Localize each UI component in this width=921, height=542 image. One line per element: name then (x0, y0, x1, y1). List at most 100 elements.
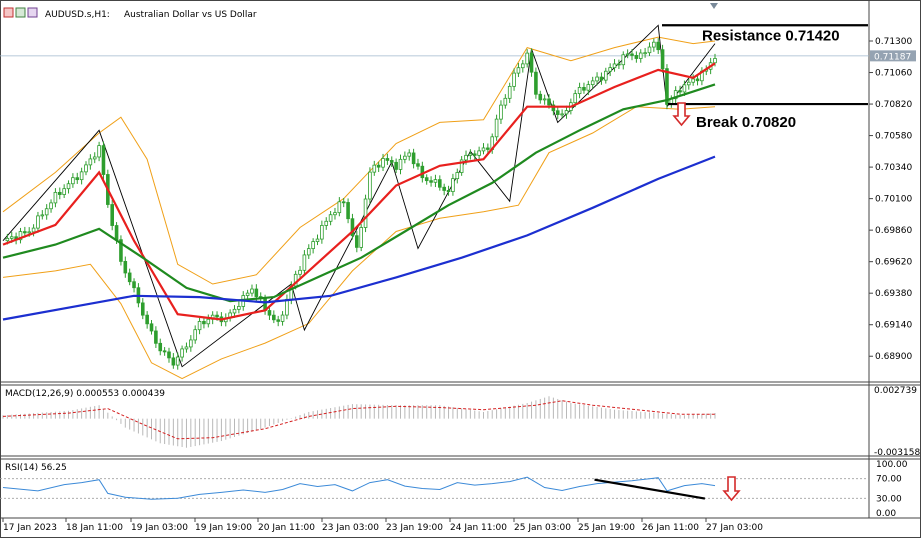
candle-body (9, 236, 14, 239)
candle-body (127, 272, 132, 283)
candle-body (232, 308, 237, 314)
candle-body (123, 261, 128, 274)
rsi-down-arrow-icon (722, 476, 741, 502)
time-tick-label: 25 Jan 03:00 (514, 523, 571, 533)
candle-body (280, 314, 285, 322)
candle-body (272, 314, 276, 321)
candle-body (547, 98, 551, 106)
candle-body (521, 63, 525, 69)
price-tick-label: 0.71300 (875, 37, 912, 47)
candle-body (36, 215, 40, 229)
time-tick-label: 18 Jan 11:00 (66, 523, 123, 533)
ma-line (2, 62, 716, 321)
candle-body (132, 281, 136, 289)
zigzag-line (2, 24, 716, 368)
ma-line (2, 83, 716, 303)
candle-body (324, 220, 329, 226)
time-tick-label: 23 Jan 03:00 (322, 523, 379, 533)
candle-body (625, 53, 630, 56)
candle-body (407, 152, 412, 157)
candle-body (534, 71, 538, 95)
candle-body (577, 87, 582, 95)
candle-body (673, 90, 678, 100)
candle-body (433, 179, 438, 183)
candle-body (564, 110, 569, 115)
grid-icon[interactable] (15, 7, 26, 18)
candle-body (162, 350, 167, 353)
zigzag-indicator (2, 24, 716, 368)
current-price-value: 0.71187 (874, 52, 911, 62)
candle-body (385, 158, 390, 161)
candle-body (18, 231, 23, 241)
candle-body (154, 330, 158, 344)
candle-body (516, 67, 521, 74)
candle-body (315, 238, 320, 242)
candle-body (477, 150, 481, 156)
candle-body (617, 63, 621, 66)
toolbar-icons[interactable] (3, 7, 38, 18)
down-arrow-icon (672, 102, 691, 127)
candle-body (237, 306, 241, 310)
candle-body (355, 235, 359, 248)
rsi-label: RSI(14) 56.25 (5, 463, 67, 473)
candle-body (158, 342, 163, 352)
candle-body (630, 53, 634, 56)
time-tick-label: 19 Jan 19:00 (195, 523, 252, 533)
price-tick-label: 0.69380 (875, 289, 912, 299)
candle-body (175, 356, 180, 366)
candle-body (451, 178, 455, 192)
candle-body (333, 212, 337, 216)
candle-body (573, 93, 578, 104)
scroll-marker-icon[interactable] (710, 3, 718, 9)
candle-body (184, 346, 189, 350)
candle-body (276, 319, 280, 322)
band-line (2, 106, 716, 380)
chart-symbol: AUDUSD.s,H1: (45, 10, 110, 20)
candle-body (149, 323, 154, 332)
macd-label: MACD(12,26,9) 0.000553 0.000439 (5, 389, 165, 399)
break-label: Break 0.70820 (696, 114, 796, 131)
rsi-level-label: 30.00 (876, 494, 902, 504)
candle-body (678, 90, 682, 93)
candle-body (403, 155, 407, 160)
price-tick-label: 0.70820 (875, 100, 912, 110)
candle-body (411, 152, 416, 165)
candle-body (311, 241, 315, 250)
candle-body (368, 171, 372, 200)
candle-body (119, 239, 123, 262)
candle-body (424, 177, 429, 182)
candle-body (27, 231, 32, 234)
candle-body (468, 153, 473, 156)
candle-body (481, 147, 486, 152)
candle-body (682, 84, 687, 93)
candle-body (555, 110, 560, 115)
candle-body (5, 237, 10, 242)
candle-body (446, 190, 451, 192)
candle-body (306, 248, 311, 256)
candle-body (603, 70, 608, 81)
candle-body (634, 55, 639, 59)
time-tick-label: 24 Jan 11:00 (450, 523, 507, 533)
candle-body (398, 158, 403, 170)
rsi-trendline[interactable] (594, 478, 706, 500)
candle-body (302, 254, 307, 271)
candle-body (416, 163, 420, 167)
time-tick-label: 23 Jan 19:00 (386, 523, 443, 533)
template-icon[interactable] (27, 7, 38, 18)
candle-body (167, 351, 171, 359)
candle-body (660, 49, 665, 70)
candle-body (346, 202, 350, 220)
time-tick-label: 26 Jan 11:00 (642, 523, 699, 533)
candle-body (464, 154, 468, 161)
chart-icon[interactable] (3, 7, 14, 18)
candle-body (359, 227, 363, 248)
candle-body (525, 52, 529, 65)
candle-body (455, 172, 460, 180)
candle-body (215, 314, 219, 318)
moving-averages (2, 62, 716, 321)
candle-body (472, 153, 477, 156)
candle-body (420, 165, 425, 179)
resistance-label: Resistance 0.71420 (702, 27, 840, 44)
candle-body (638, 52, 643, 59)
